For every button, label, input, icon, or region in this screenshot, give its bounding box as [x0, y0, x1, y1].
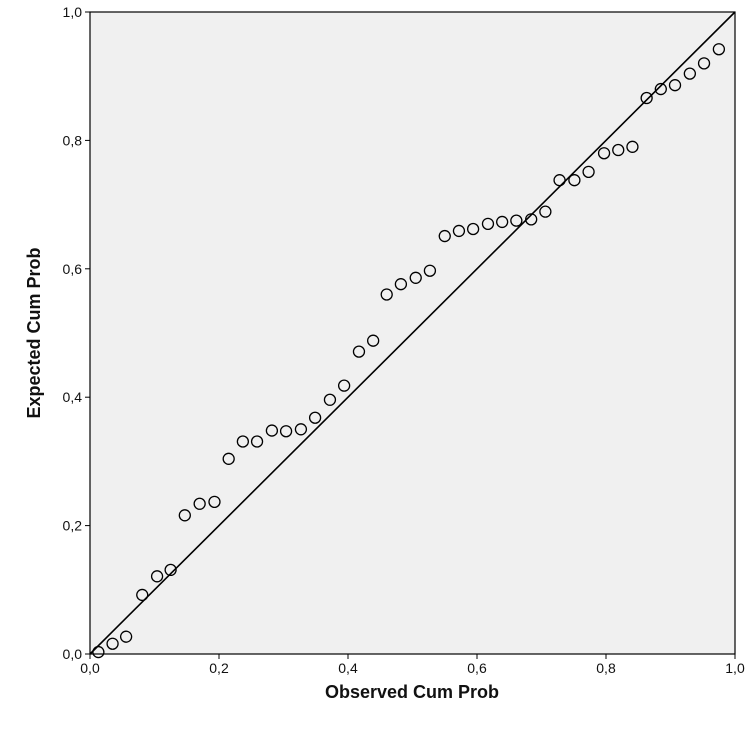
- data-point: [612, 143, 625, 157]
- x-tick-label: 0,2: [209, 660, 229, 676]
- data-point: [178, 509, 191, 522]
- data-point: [150, 570, 164, 583]
- data-point: [668, 79, 682, 92]
- data-point: [193, 497, 206, 510]
- data-point: [394, 278, 408, 291]
- data-point: [352, 345, 366, 358]
- x-axis-title: Observed Cum Prob: [325, 682, 499, 702]
- data-point: [265, 424, 279, 437]
- data-point: [119, 630, 133, 643]
- data-point: [654, 82, 667, 96]
- plot-frame: [89, 11, 736, 655]
- y-axis-title: Expected Cum Prob: [24, 247, 44, 418]
- data-point: [481, 217, 495, 231]
- data-point: [279, 425, 293, 438]
- reference-line: [89, 11, 736, 655]
- x-tick-label: 1,0: [725, 660, 745, 676]
- data-point: [337, 379, 351, 392]
- data-point: [294, 423, 308, 436]
- data-point: [409, 271, 422, 284]
- data-point: [164, 563, 177, 577]
- y-tick-label: 1,0: [63, 4, 83, 20]
- x-tick-label: 0,0: [80, 660, 100, 676]
- x-tick-label: 0,4: [338, 660, 358, 676]
- data-point: [208, 495, 221, 508]
- x-tick-label: 0,6: [467, 660, 487, 676]
- data-point: [697, 57, 711, 70]
- y-tick-label: 0,4: [63, 389, 83, 405]
- y-tick-label: 0,2: [63, 518, 83, 534]
- data-point: [222, 452, 235, 465]
- x-tick-label: 0,8: [596, 660, 616, 676]
- data-point: [323, 393, 337, 406]
- data-point: [539, 205, 552, 218]
- data-point: [367, 334, 380, 347]
- y-tick-label: 0,8: [63, 132, 83, 148]
- data-point: [683, 67, 696, 80]
- data-point: [597, 147, 611, 160]
- data-point: [712, 43, 726, 56]
- data-point: [380, 288, 393, 301]
- data-point: [236, 435, 250, 448]
- y-tick-label: 0,0: [63, 646, 83, 662]
- data-point: [106, 637, 119, 650]
- data-point: [626, 140, 639, 153]
- data-point: [452, 224, 466, 238]
- y-tick-label: 0,6: [63, 261, 83, 277]
- data-point: [582, 165, 595, 179]
- data-point: [308, 411, 322, 424]
- data-point: [568, 174, 581, 187]
- data-point: [250, 435, 264, 448]
- data-point: [438, 229, 451, 243]
- data-point: [423, 264, 437, 277]
- data-point: [466, 222, 480, 236]
- data-point: [136, 588, 149, 602]
- data-point: [496, 215, 509, 229]
- data-point: [510, 214, 523, 227]
- data-point: [640, 91, 653, 105]
